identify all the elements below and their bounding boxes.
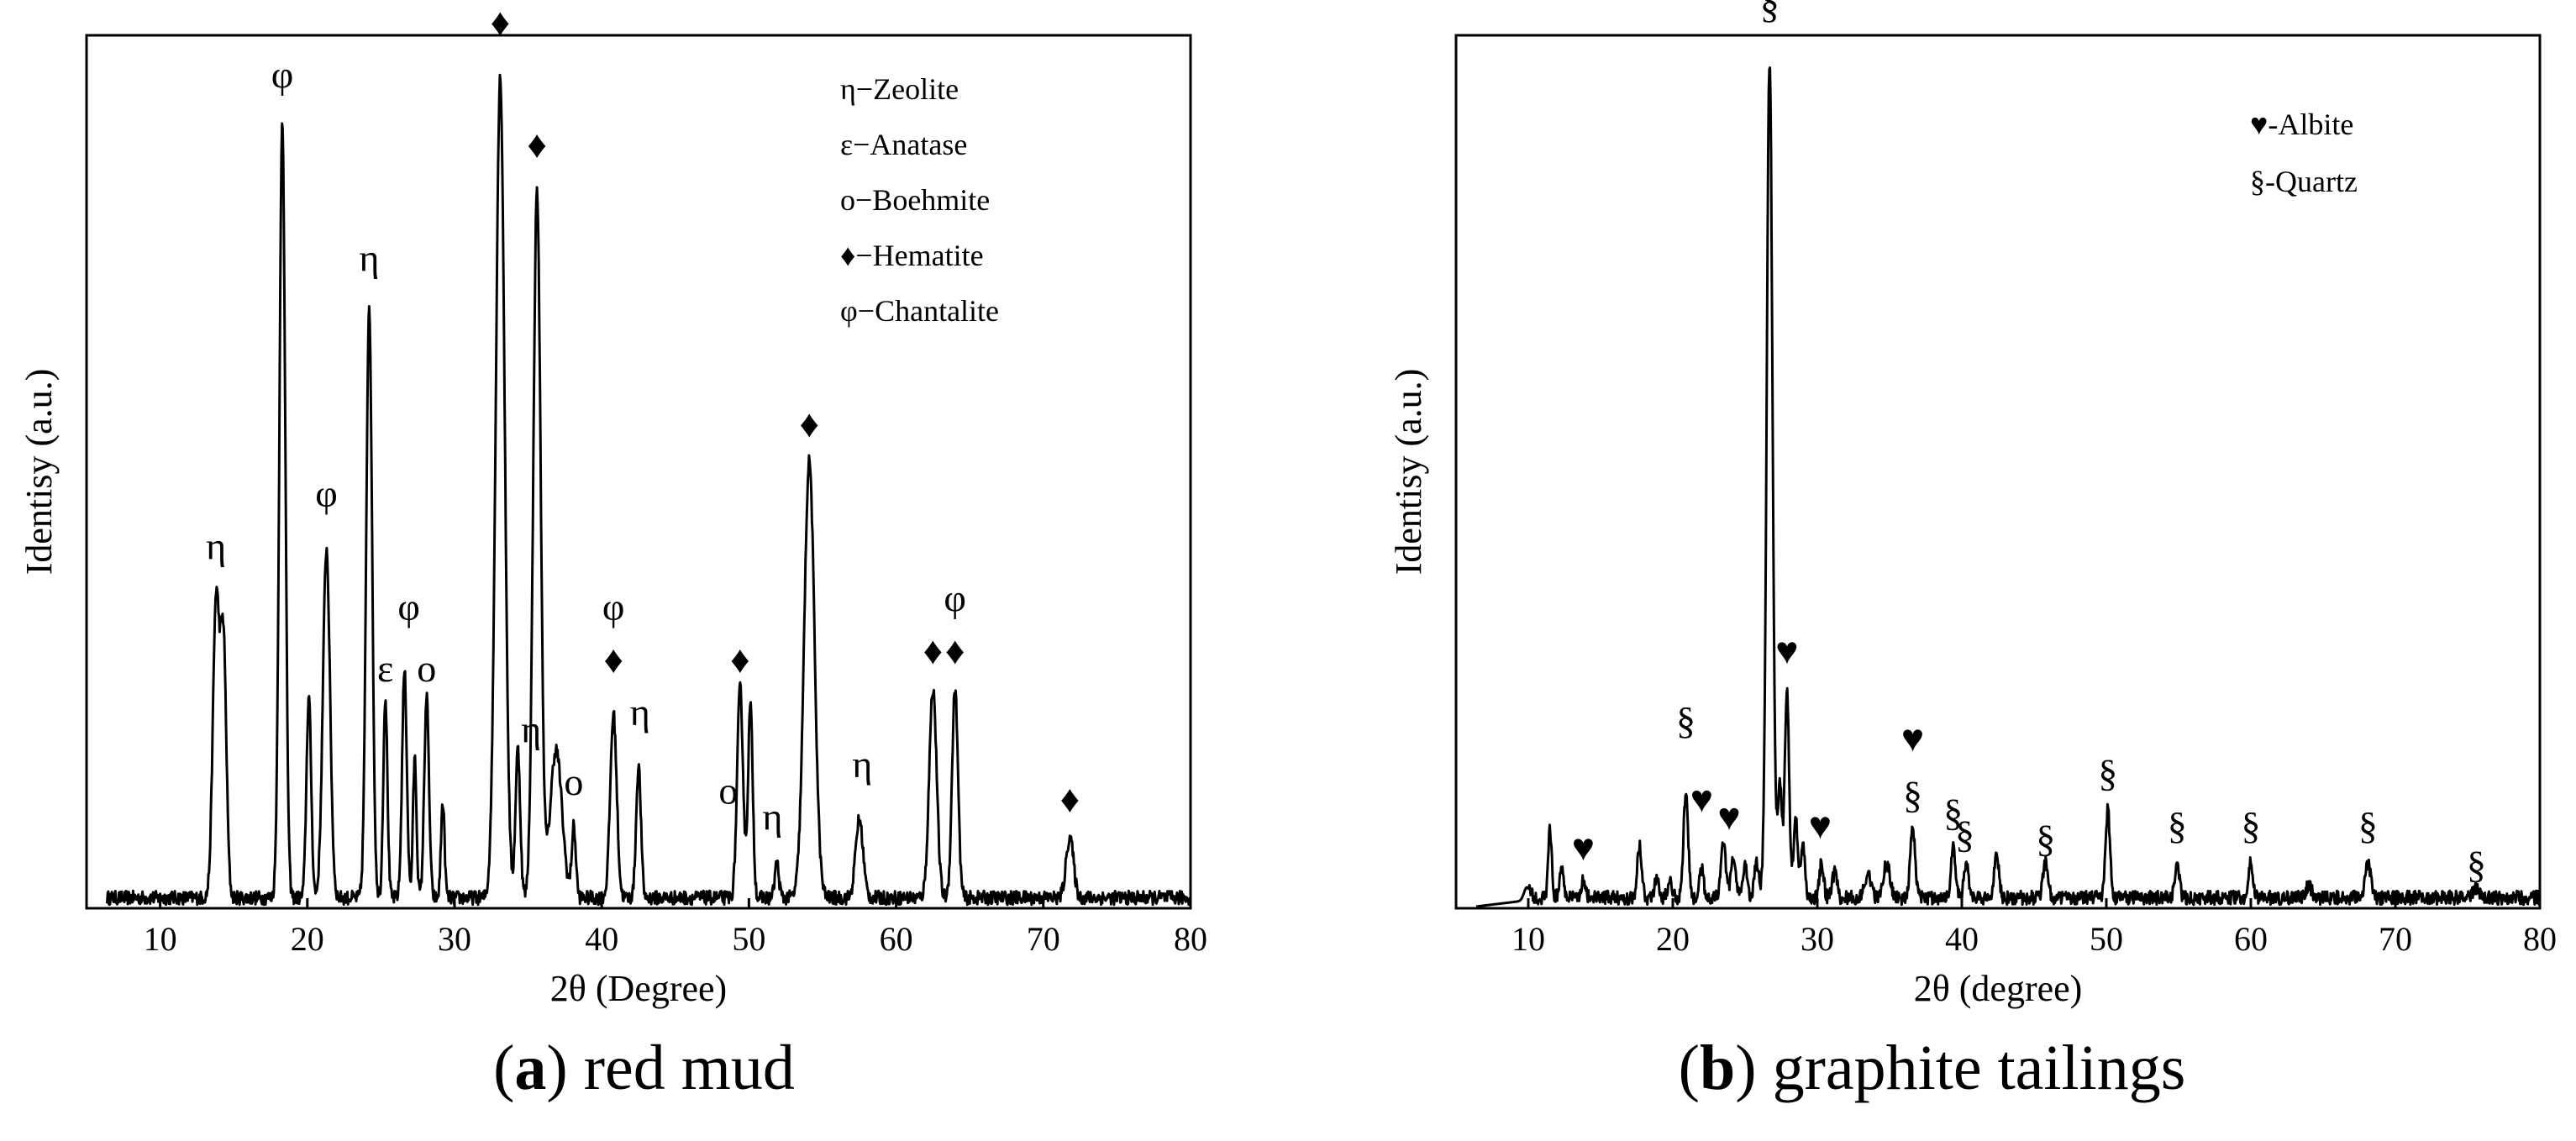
x-tick-label: 30: [438, 920, 471, 958]
y-axis-label: Identisy (a.u.): [18, 369, 60, 576]
legend-entry: η−Zeolite: [840, 72, 959, 106]
peak-label: §: [1676, 699, 1695, 742]
peak-label: ε: [377, 647, 393, 690]
y-axis-label: Identisy (a.u.): [1388, 369, 1429, 576]
panel-red-mud: 10 20 30 40 50 60 70 80 2θ (Degree) Identisy (a.u…: [18, 1, 1207, 1103]
x-tick-label: 80: [1174, 920, 1207, 958]
x-tick-label: 60: [2234, 920, 2268, 958]
peak-label: η: [762, 795, 782, 838]
legend-entry: §-Quartz: [2250, 165, 2358, 198]
x-tick-label: 10: [144, 920, 177, 958]
xrd-pattern-line: [106, 73, 1191, 907]
panel-graphite-tailings: 10 20 30 40 50 60 70 80 2θ (degree) Identisy (a.u…: [1288, 0, 2576, 1141]
peak-label: §: [2098, 752, 2117, 795]
peak-label: §: [2358, 804, 2378, 847]
x-tick-label: 80: [2523, 920, 2557, 958]
peak-label: η: [852, 743, 872, 786]
peak-label: ♦: [945, 629, 965, 672]
caption-letter: b: [1699, 1033, 1736, 1103]
peak-label: φ: [397, 586, 420, 628]
peak-label: §: [1943, 791, 1963, 833]
caption-letter: a: [514, 1033, 547, 1103]
peak-label: ♥: [1809, 804, 1832, 847]
legend-entry: o−Boehmite: [840, 183, 990, 217]
peak-label: ♦: [491, 1, 510, 44]
x-tick-label: 20: [291, 920, 324, 958]
x-tick-label: 50: [732, 920, 765, 958]
xrd-chart-red-mud: 10 20 30 40 50 60 70 80 2θ (Degree) Identisy (a.u…: [18, 1, 1207, 1009]
legend-entry: ε−Anatase: [840, 128, 967, 161]
peak-label: ♦: [799, 402, 818, 445]
peak-label: ♥: [1775, 629, 1798, 672]
x-tick-label: 50: [2090, 920, 2123, 958]
peak-label: η: [521, 708, 541, 751]
peak-label: η: [630, 691, 650, 734]
peak-label: φ: [602, 586, 625, 628]
caption-text: graphite tailings: [1772, 1033, 2186, 1103]
x-tick-label: 40: [585, 920, 618, 958]
peak-label: ♦: [603, 638, 623, 681]
plot-frame: [1454, 34, 2542, 910]
x-axis-label: 2θ (degree): [1914, 968, 2083, 1009]
x-tick-label: 70: [2379, 920, 2412, 958]
peak-label: ♦: [1060, 778, 1080, 821]
peak-label: ♦: [730, 638, 749, 681]
peak-label: ♥: [1690, 778, 1713, 821]
x-tick-label: 20: [1656, 920, 1690, 958]
peak-label: ♥: [1717, 795, 1740, 838]
xrd-pattern-line: [1475, 66, 2541, 908]
legend-entry: ♦−Hematite: [840, 239, 984, 272]
peak-label: ♥: [1901, 717, 1924, 760]
peak-label: o: [417, 647, 436, 690]
peak-label: §: [2168, 804, 2187, 847]
x-tick-label: 70: [1027, 920, 1060, 958]
peak-label: §: [2467, 844, 2486, 886]
x-tick-label: 30: [1801, 920, 1834, 958]
peak-label: §: [1760, 0, 1780, 26]
peak-label: §: [2036, 817, 2055, 860]
x-axis-label: 2θ (Degree): [550, 968, 727, 1009]
peak-label: η: [206, 524, 226, 567]
peak-label: φ: [944, 577, 966, 620]
x-tick-label: 40: [1945, 920, 1979, 958]
peak-label: o: [564, 760, 583, 803]
x-tick-label: 60: [880, 920, 913, 958]
peak-label: ♥: [1572, 826, 1595, 869]
caption-text: red mud: [583, 1033, 795, 1103]
peak-label: φ: [315, 472, 338, 515]
peak-label: o: [718, 769, 738, 812]
peak-label: §: [1903, 774, 1922, 817]
peak-label: §: [2242, 804, 2261, 847]
peak-label: ♦: [527, 123, 546, 166]
peak-label: φ: [271, 53, 294, 96]
peak-label: ♦: [923, 629, 943, 672]
x-tick-label: 10: [1511, 920, 1545, 958]
legend-entry: ♥-Albite: [2250, 108, 2353, 141]
caption-graphite-tailings: (b) graphite tailings: [1678, 1033, 2186, 1103]
xrd-chart-graphite-tailings: 10 20 30 40 50 60 70 80 2θ (degree) Identisy (a.u…: [1388, 0, 2557, 1009]
legend-entry: φ−Chantalite: [840, 294, 999, 328]
peak-label: η: [359, 237, 379, 280]
peak-label: §: [1955, 812, 1974, 855]
caption-red-mud: (a) red mud: [493, 1033, 795, 1103]
plot-frame: [85, 34, 1192, 910]
